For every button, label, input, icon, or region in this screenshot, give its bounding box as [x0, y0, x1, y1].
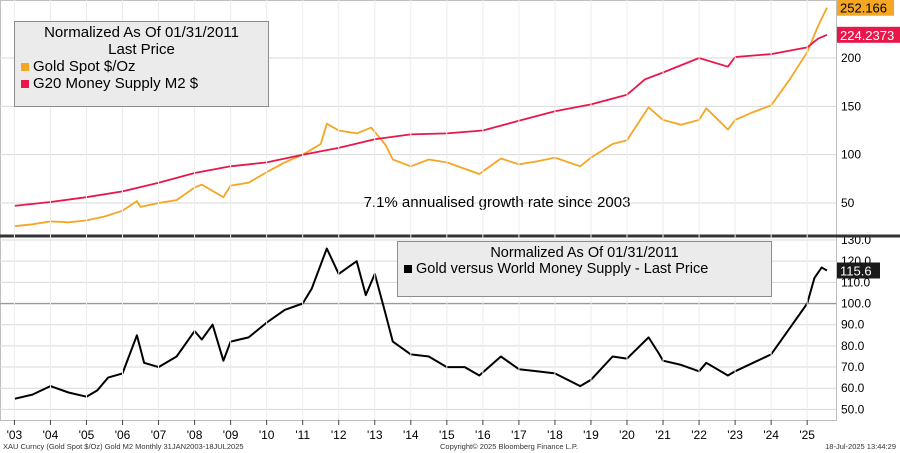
last-value-tag-bg [837, 0, 894, 16]
x-tick-label: '25 [799, 428, 815, 442]
gold-legend-label: Gold Spot $/Oz [33, 58, 136, 75]
y-tick-label: 110.0 [841, 275, 870, 289]
last-value-tag-bg [837, 262, 880, 279]
top-legend: Normalized As Of 01/31/2011 Last Price G… [14, 21, 269, 107]
x-tick-label: '13 [367, 428, 383, 442]
x-tick-label: '05 [79, 428, 95, 442]
y-tick-label: 50 [841, 196, 855, 210]
series-line-1-0 [14, 247, 828, 400]
m2-legend-swatch [21, 79, 29, 88]
x-tick-label: '08 [187, 428, 203, 442]
last-value-tag: 115.6 [840, 263, 872, 278]
x-tick-label: '03 [7, 428, 23, 442]
y-tick-label: 150 [841, 99, 861, 113]
legend-item-m2: G20 Money Supply M2 $ [21, 75, 262, 92]
m2-legend-label: G20 Money Supply M2 $ [33, 75, 199, 92]
x-tick-label: '14 [403, 428, 419, 442]
y-tick-label: 100 [841, 148, 861, 162]
y-tick-label: 100.0 [841, 297, 871, 311]
x-tick-label: '23 [727, 428, 743, 442]
last-value-tag: 252.166 [840, 1, 887, 16]
y-tick-label: 80.0 [841, 339, 865, 353]
top-legend-title: Normalized As Of 01/31/2011 [44, 24, 239, 41]
x-tick-label: '24 [763, 428, 779, 442]
footer-source: XAU Curncy (Gold Spot $/Oz) Gold M2 Mont… [3, 442, 244, 451]
growth-annotation: 7.1% annualised growth rate since 2003 [364, 194, 631, 211]
footer-timestamp: 18-Jul-2025 13:44:29 [825, 442, 896, 451]
x-tick-label: '17 [511, 428, 527, 442]
top-legend-subtitle: Last Price [108, 41, 175, 58]
legend-item-ratio: Gold versus World Money Supply - Last Pr… [404, 261, 765, 277]
x-tick-label: '09 [223, 428, 239, 442]
x-tick-label: '10 [259, 428, 275, 442]
y-tick-label: 70.0 [841, 360, 865, 374]
gold-legend-swatch [21, 62, 29, 71]
last-value-tag-bg [837, 26, 900, 43]
y-tick-label: 200 [841, 51, 861, 65]
x-tick-label: '18 [547, 428, 563, 442]
x-tick-label: '19 [583, 428, 599, 442]
x-tick-label: '04 [43, 428, 59, 442]
bottom-legend: Normalized As Of 01/31/2011 Gold versus … [397, 241, 772, 297]
x-tick-label: '21 [655, 428, 671, 442]
x-tick-label: '06 [115, 428, 131, 442]
last-value-tag: 224.2373 [840, 28, 894, 43]
y-tick-label: 50.0 [841, 402, 865, 416]
plot-frame [0, 0, 837, 421]
x-tick-label: '15 [439, 428, 455, 442]
x-tick-label: '22 [691, 428, 707, 442]
y-tick-label: 90.0 [841, 318, 865, 332]
x-tick-label: '11 [295, 428, 310, 442]
x-tick-label: '07 [151, 428, 167, 442]
ratio-legend-swatch [404, 265, 412, 273]
footer-copyright: Copyright© 2025 Bloomberg Finance L.P. [440, 442, 578, 451]
bottom-legend-title: Normalized As Of 01/31/2011 [490, 245, 679, 261]
y-tick-label: 60.0 [841, 381, 865, 395]
series-line-0-0 [14, 7, 828, 228]
x-tick-label: '20 [619, 428, 635, 442]
legend-item-gold: Gold Spot $/Oz [21, 58, 262, 75]
x-tick-label: '12 [331, 428, 347, 442]
ratio-legend-label: Gold versus World Money Supply - Last Pr… [416, 261, 709, 277]
x-tick-label: '16 [475, 428, 491, 442]
